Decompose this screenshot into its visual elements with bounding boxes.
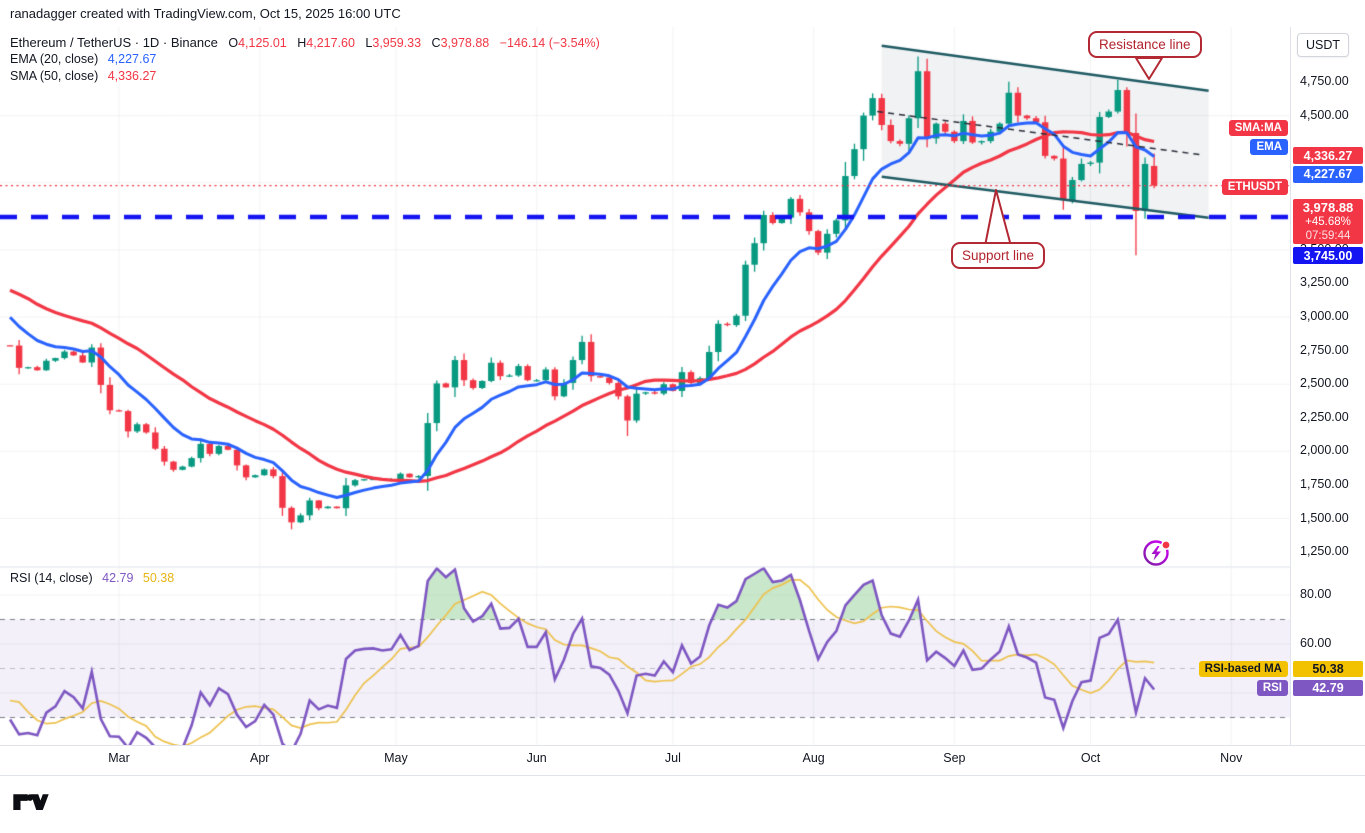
tradingview-logomark-icon [13,794,49,811]
ohlc-high-value: 4,217.60 [306,36,355,50]
price-tick-label: 1,750.00 [1300,476,1349,491]
sma-value: 4,336.27 [107,69,157,83]
ohlc-low-value: 3,959.33 [372,36,422,50]
resistance-callout-text: Resistance line [1099,37,1191,52]
month-label: Sep [943,751,966,765]
rsi-label: RSI (14, close) [10,571,93,585]
footer: TradingView [0,776,1365,833]
resistance-callout-tail [1135,57,1163,80]
price-scale-divider [1290,27,1291,745]
price-tick-label: 2,500.00 [1300,376,1349,391]
price-chart-canvas[interactable] [0,27,1290,745]
ohlc-close-value: 3,978.88 [440,36,490,50]
rsi-axis-tag: RSI [1256,680,1288,696]
ohlc-low-label: L [365,36,373,50]
month-label: Jul [664,751,681,765]
price-tick-label: 1,250.00 [1300,544,1349,559]
price-tick-label: 4,500.00 [1300,107,1349,122]
support-callout[interactable]: Support line [951,242,1046,269]
ohlc-open-value: 4,125.01 [238,36,287,50]
change-value: −146.14 (−3.54%) [499,36,600,50]
ema-value: 4,227.67 [107,52,157,66]
time-axis[interactable]: Mar Apr May Jun Jul Aug Sep Oct Nov [0,745,1290,775]
rsi-tick-label: 80.00 [1300,587,1332,601]
rsi-ma-value: 50.38 [142,571,175,585]
legend-ema-row[interactable]: EMA (20, close) 4,227.67 [10,52,156,66]
last-price-badge: 3,978.88 +45.68% 07:59:44 [1293,199,1363,244]
rsi-ma-axis-tag: RSI-based MA [1198,661,1288,677]
bar-countdown: 07:59:44 [1305,229,1351,242]
symbol-title: Ethereum / TetherUS · 1D · Binance [10,35,218,50]
month-label: Oct [1080,751,1101,765]
sma-axis-tag: SMA:MA [1228,120,1288,136]
resistance-callout[interactable]: Resistance line [1088,31,1202,58]
sma-price-badge: 4,336.27 [1293,147,1363,164]
price-scale[interactable]: 40.0060.0080.001,250.001,500.001,750.002… [1291,27,1365,745]
price-tick-label: 2,250.00 [1300,409,1349,424]
time-axis-divider [0,745,1365,746]
rsi-value-badge: 42.79 [1293,680,1363,696]
price-tick-label: 3,000.00 [1300,309,1349,324]
ohlc-high-label: H [297,36,307,50]
month-label: Mar [108,751,130,765]
rsi-ma-value-badge: 50.38 [1293,661,1363,677]
month-label: May [384,751,408,765]
price-tick-label: 4,750.00 [1300,73,1349,88]
last-price-change: +45.68% [1305,215,1351,228]
month-label: Nov [1220,751,1243,765]
rsi-value: 42.79 [102,571,134,585]
ema-price-badge: 4,227.67 [1293,165,1363,183]
currency-button[interactable]: USDT [1297,33,1349,57]
ohlc-open-label: O [228,36,239,50]
legend-rsi-row[interactable]: RSI (14, close) 42.79 50.38 [10,571,174,585]
lightning-icon[interactable] [1141,536,1173,568]
support-callout-text: Support line [962,248,1035,263]
support-level-badge: 3,745.00 [1293,247,1363,264]
legend-symbol-row[interactable]: Ethereum / TetherUS · 1D · Binance O4,12… [10,35,600,50]
footer-divider [0,775,1365,776]
month-label: Apr [250,751,270,765]
ema-axis-tag: EMA [1250,138,1288,155]
ohlc-close-label: C [431,36,441,50]
month-label: Aug [802,751,825,765]
month-label: Jun [526,751,547,765]
price-tick-label: 3,250.00 [1300,275,1349,290]
price-tick-label: 1,500.00 [1300,510,1349,525]
price-tick-label: 2,000.00 [1300,443,1349,458]
sma-label: SMA (50, close) [10,69,99,83]
credit-text: ranadagger created with TradingView.com,… [10,6,401,21]
ema-label: EMA (20, close) [10,52,99,66]
price-tick-label: 2,750.00 [1300,342,1349,357]
symbol-axis-tag: ETHUSDT [1221,179,1288,195]
support-callout-tail [984,189,1012,247]
rsi-tick-label: 60.00 [1300,636,1332,650]
last-price-value: 3,978.88 [1302,199,1354,215]
legend-sma-row[interactable]: SMA (50, close) 4,336.27 [10,69,156,83]
